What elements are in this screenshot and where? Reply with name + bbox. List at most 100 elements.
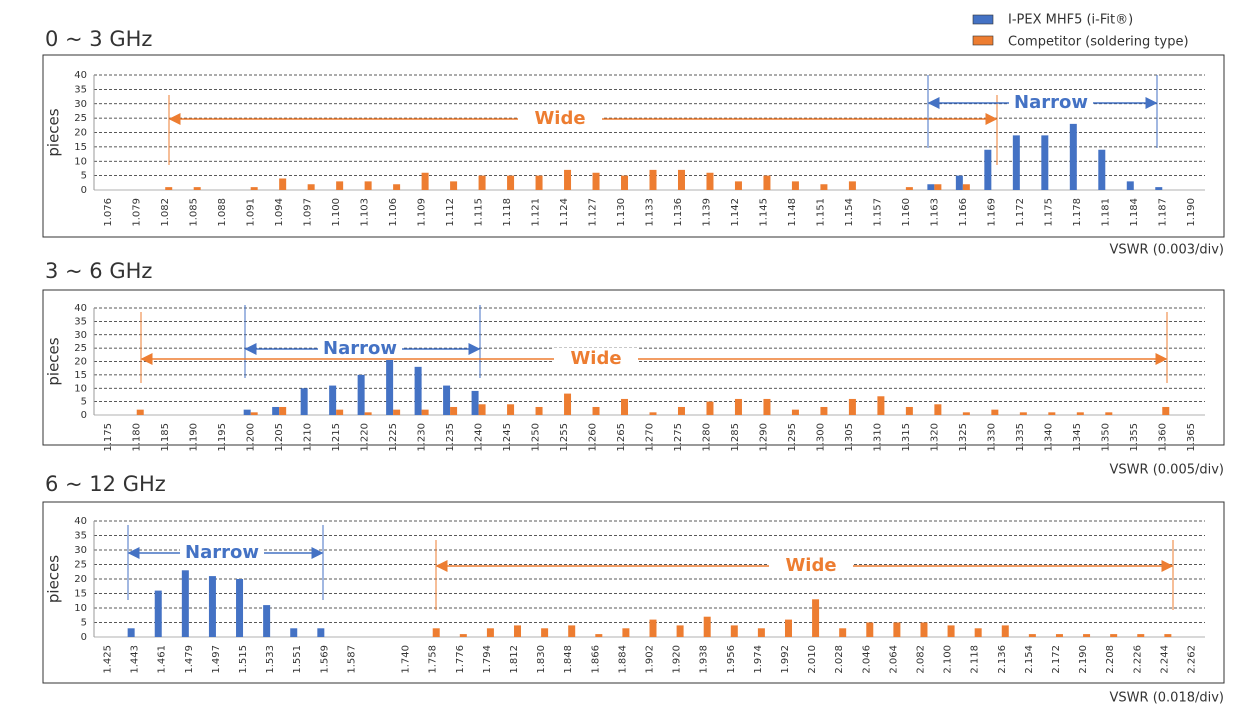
x-tick-label: 1.187 [1157,198,1168,227]
bar [535,175,543,190]
bar [649,169,657,190]
x-tick-label: 1.315 [901,423,912,452]
bar [263,605,271,637]
bar [414,366,422,415]
x-tick-label: 1.300 [815,423,826,452]
bar [677,406,685,415]
bar [386,358,394,415]
y-tick-label: 0 [81,185,87,196]
x-tick-label: 1.160 [901,198,912,227]
annotation-bg [554,348,638,370]
x-tick-label: 1.340 [1043,423,1054,452]
annotation: Narrow [1014,92,1088,113]
x-tick-label: 1.154 [844,198,855,227]
x-tick-label: 1.118 [502,198,513,227]
bar [393,184,401,190]
bar [568,625,576,637]
bar [181,570,189,637]
bar [1048,412,1056,415]
y-tick-label: 20 [74,574,87,585]
x-tick-label: 1.758 [428,645,439,674]
x-tick-label: 2.046 [861,645,872,674]
x-tick-label: 1.325 [958,423,969,452]
x-tick-label: 1.100 [331,198,342,227]
bar [290,628,298,637]
bar [962,184,970,190]
bar [236,579,244,637]
x-tick-label: 1.902 [645,645,656,674]
x-tick-label: 1.184 [1129,198,1140,227]
x-tick-label: 1.245 [502,423,513,452]
bar [839,628,847,637]
x-tick-label: 1.230 [417,423,428,452]
bar [974,628,982,637]
y-tick-label: 25 [74,113,87,124]
bar [791,409,799,415]
x-tick-label: 1.190 [1186,198,1197,227]
x-tick-label: 2.226 [1132,645,1143,674]
bar [848,398,856,415]
y-tick-label: 5 [81,618,87,629]
x-tick-label: 1.157 [872,198,883,227]
x-tick-label: 2.082 [915,645,926,674]
bar [962,412,970,415]
bar [1012,135,1020,190]
x-tick-label: 1.130 [616,198,627,227]
bar [592,172,600,190]
x-tick-label: 2.172 [1051,645,1062,674]
y-tick-label: 20 [74,357,87,368]
x-tick-label: 2.118 [970,645,981,674]
chart-frame [42,501,1225,684]
bar [784,619,792,637]
x-tick-label: 1.497 [211,645,222,674]
x-tick-label: 1.255 [559,423,570,452]
x-tick-label: 1.175 [1043,198,1054,227]
x-tick-label: 2.028 [834,645,845,674]
x-tick-label: 1.461 [157,645,168,674]
bar [1155,187,1163,190]
y-tick-label: 10 [74,383,87,394]
y-tick-label: 30 [74,330,87,341]
x-tick-label: 1.275 [673,423,684,452]
bar [243,409,251,415]
x-tick-label: 1.121 [531,198,542,227]
bar [734,398,742,415]
bar [507,175,515,190]
bar [920,622,928,637]
x-tick-label: 1.335 [1015,423,1026,452]
y-tick-label: 35 [74,316,87,327]
bar [1164,634,1172,637]
x-tick-label: 1.097 [303,198,314,227]
x-tick-label: 1.180 [132,423,143,452]
bar [820,184,828,190]
chart-frame [42,289,1225,446]
x-tick-label: 1.938 [699,645,710,674]
x-tick-label: 2.208 [1105,645,1116,674]
y-tick-label: 40 [74,516,87,527]
y-tick-label: 10 [74,156,87,167]
bar [622,628,630,637]
bar [421,409,429,415]
bar [927,184,935,190]
bar [592,406,600,415]
x-tick-label: 1.265 [616,423,627,452]
x-tick-label: 1.280 [701,423,712,452]
chart-title: 6 ~ 12 GHz [45,472,166,496]
x-tick-label: 1.305 [844,423,855,452]
x-tick-label: 1.920 [672,645,683,674]
y-tick-label: 35 [74,531,87,542]
bar [595,634,603,637]
x-tick-label: 1.190 [189,423,200,452]
x-tick-label: 1.200 [246,423,257,452]
x-axis-label: VSWR (0.005/div) [1110,463,1224,478]
y-tick-label: 25 [74,343,87,354]
bar [1019,412,1027,415]
x-tick-label: 1.260 [588,423,599,452]
x-tick-label: 1.166 [958,198,969,227]
y-tick-label: 0 [81,632,87,643]
bar [706,401,714,415]
bar [471,390,479,415]
x-tick-label: 1.956 [726,645,737,674]
y-axis-label: pieces [45,555,63,603]
